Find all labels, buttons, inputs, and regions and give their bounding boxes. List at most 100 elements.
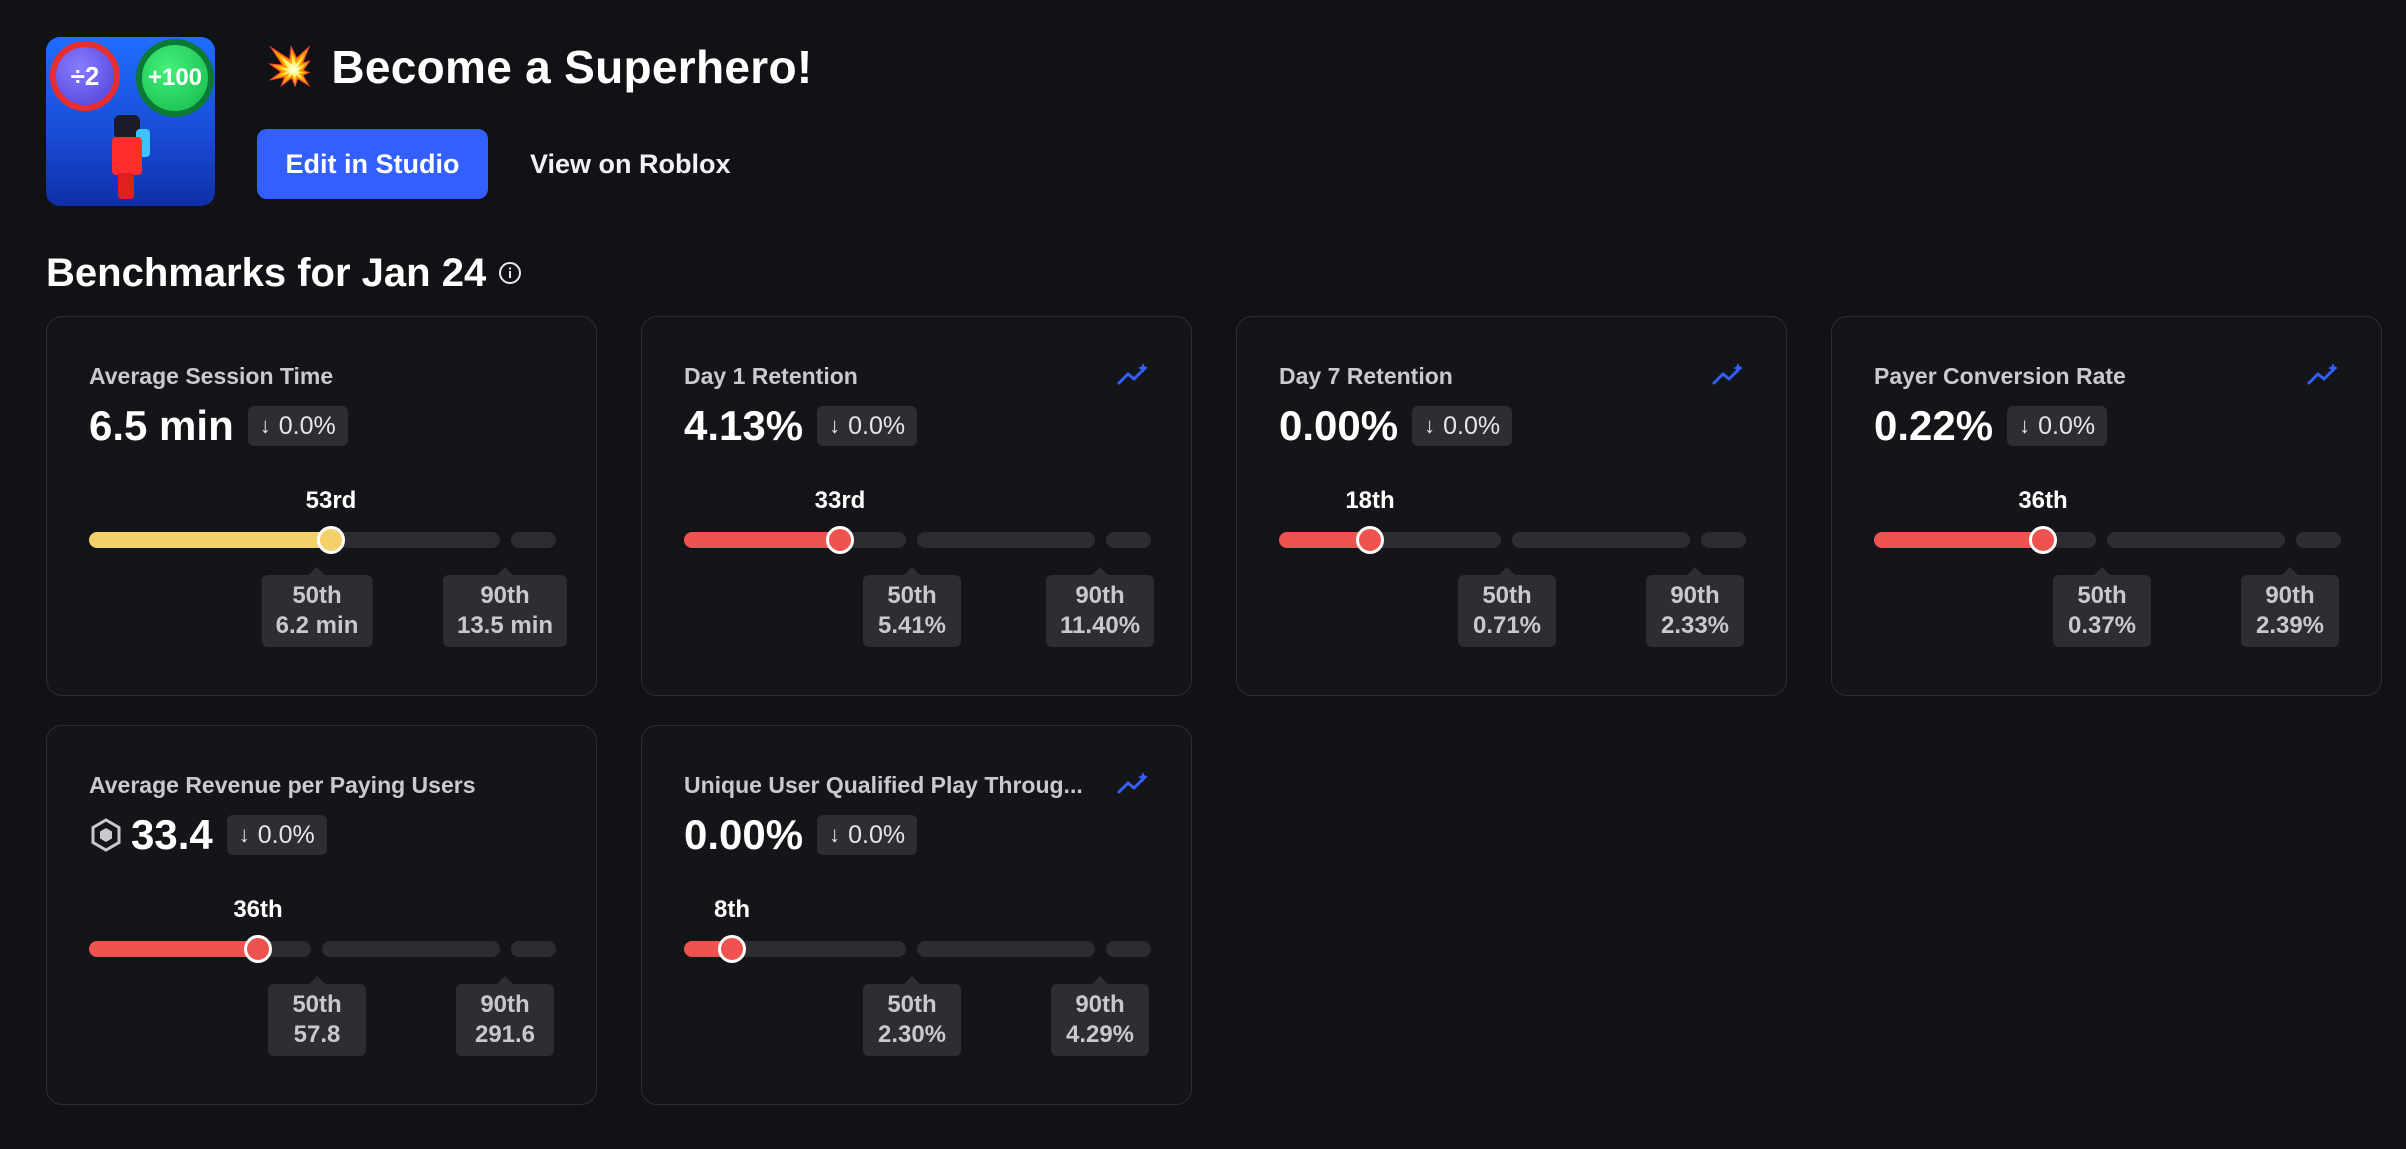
view-on-roblox-link[interactable]: View on Roblox	[530, 148, 731, 179]
p90-benchmark: 90th 4.29%	[1051, 976, 1149, 1056]
delta-value: 0.0%	[848, 820, 906, 849]
section-title: Benchmarks for Jan 24	[46, 250, 487, 295]
game-thumbnail[interactable]: ÷2 +100	[46, 37, 215, 206]
metric-card[interactable]: Payer Conversion Rate 0.22% ↓ 0.0% 36th 50th 0…	[1831, 316, 2382, 696]
p50-benchmark: 50th 6.2 min	[261, 567, 373, 647]
track-fill	[1874, 532, 2043, 548]
percentile-marker[interactable]	[317, 526, 345, 554]
delta-badge: ↓ 0.0%	[226, 815, 327, 855]
percentile-marker[interactable]	[1356, 526, 1384, 554]
percentile-label: 8th	[714, 896, 750, 923]
tooltip-pointer	[1092, 976, 1108, 984]
benchmark-box: 90th 13.5 min	[442, 575, 568, 647]
percentile-marker[interactable]	[244, 935, 272, 963]
tooltip-pointer	[497, 976, 513, 984]
delta-value: 0.0%	[1443, 411, 1501, 440]
metric-value-row: 0.00% ↓ 0.0%	[684, 811, 918, 858]
benchmark-box: 50th 0.37%	[2053, 575, 2151, 647]
p90-benchmark: 90th 2.33%	[1646, 567, 1744, 647]
trend-sparkle-icon[interactable]	[1117, 361, 1151, 389]
arrow-down-icon: ↓	[259, 413, 271, 438]
game-title: Become a Superhero!	[331, 41, 813, 93]
track-segment	[2296, 532, 2341, 548]
title-row: 💥 Become a Superhero!	[266, 37, 813, 97]
metric-value-row: 0.00% ↓ 0.0%	[1279, 402, 1513, 449]
percentile-label: 36th	[2018, 487, 2068, 514]
p90-label: 90th	[1075, 582, 1125, 609]
p50-value: 57.8	[293, 1021, 341, 1048]
p50-label: 50th	[1482, 582, 1532, 609]
percentile-marker[interactable]	[718, 935, 746, 963]
collision-emoji-icon: 💥	[266, 46, 314, 88]
percentile-marker[interactable]	[826, 526, 854, 554]
tooltip-pointer	[496, 567, 513, 575]
tooltip-pointer	[2094, 567, 2110, 575]
percentile-label: 18th	[1345, 487, 1395, 514]
p50-value: 0.71%	[1472, 612, 1542, 639]
percentile-track: 36th 50th 57.8 90th 291.6	[89, 896, 556, 1056]
metric-value: 6.5 min	[89, 402, 234, 449]
p90-benchmark: 90th 291.6	[456, 976, 554, 1056]
track-segment	[2107, 532, 2285, 548]
metric-card[interactable]: Day 1 Retention 4.13% ↓ 0.0% 33rd 50th 5.41% 90…	[641, 316, 1192, 696]
metric-card[interactable]: Average Session Time 6.5 min ↓ 0.0% 53rd 50th…	[46, 316, 597, 696]
info-icon[interactable]	[498, 261, 522, 285]
experience-header: ÷2 +100 💥 Become a Superhero! Edit in St…	[46, 37, 1246, 207]
percentile-label: 36th	[233, 896, 283, 923]
metric-label: Average Revenue per Paying Users	[89, 772, 476, 798]
metric-card[interactable]: Average Revenue per Paying Users 33.4 ↓ 0.0…	[46, 725, 597, 1105]
tooltip-pointer	[1499, 567, 1515, 575]
tooltip-pointer	[904, 567, 920, 575]
p90-value: 13.5 min	[456, 612, 554, 639]
thumbnail-badge-divide: ÷2	[50, 41, 120, 111]
metric-value: 0.00%	[684, 811, 804, 858]
p90-benchmark: 90th 11.40%	[1045, 567, 1155, 647]
delta-value: 0.0%	[278, 411, 336, 440]
thumbnail-hero-figure	[108, 115, 150, 199]
track-segment	[511, 532, 556, 548]
edit-in-studio-button[interactable]: Edit in Studio	[257, 129, 488, 199]
percentile-label: 33rd	[814, 487, 866, 514]
p90-label: 90th	[1075, 991, 1125, 1018]
arrow-down-icon: ↓	[238, 822, 250, 847]
track-segment	[917, 532, 1095, 548]
metric-value-row: 6.5 min ↓ 0.0%	[89, 402, 348, 449]
p90-label: 90th	[480, 991, 530, 1018]
metric-card[interactable]: Day 7 Retention 0.00% ↓ 0.0% 18th 50th 0.71% 90…	[1236, 316, 1787, 696]
trend-sparkle-icon[interactable]	[1712, 361, 1746, 389]
p50-label: 50th	[887, 991, 937, 1018]
track-segment	[1512, 532, 1690, 548]
p50-label: 50th	[292, 582, 342, 609]
tooltip-pointer	[308, 567, 325, 575]
track-fill	[684, 532, 840, 548]
trend-sparkle-icon[interactable]	[1117, 770, 1151, 798]
percentile-track: 33rd 50th 5.41% 90th 11.40%	[684, 487, 1155, 647]
delta-badge: ↓ 0.0%	[247, 406, 348, 446]
p90-value: 4.29%	[1065, 1021, 1135, 1048]
delta-badge: ↓ 0.0%	[817, 406, 918, 446]
p90-value: 2.33%	[1660, 612, 1730, 639]
p50-label: 50th	[2077, 582, 2127, 609]
benchmark-box: 90th 2.33%	[1646, 575, 1744, 647]
arrow-down-icon: ↓	[829, 413, 841, 438]
percentile-track: 53rd 50th 6.2 min 90th 13.5 min	[89, 487, 568, 647]
trend-sparkle-icon[interactable]	[2307, 361, 2341, 389]
metric-label: Average Session Time	[89, 363, 334, 389]
metric-card[interactable]: Unique User Qualified Play Throug... 0.00…	[641, 725, 1192, 1105]
p90-value: 291.6	[474, 1021, 536, 1048]
p50-value: 2.30%	[877, 1021, 947, 1048]
benchmark-box: 90th 11.40%	[1045, 575, 1155, 647]
p50-label: 50th	[292, 991, 342, 1018]
p50-benchmark: 50th 0.71%	[1458, 567, 1556, 647]
benchmarks-heading: Benchmarks for Jan 24	[46, 248, 522, 298]
benchmark-box: 90th 2.39%	[2241, 575, 2339, 647]
tooltip-pointer	[309, 976, 325, 984]
benchmark-box: 90th 291.6	[456, 984, 554, 1056]
metric-value: 33.4	[131, 811, 213, 858]
benchmark-box: 50th 57.8	[268, 984, 366, 1056]
p50-value: 5.41%	[877, 612, 947, 639]
percentile-marker[interactable]	[2029, 526, 2057, 554]
track-segment	[1701, 532, 1746, 548]
tooltip-pointer	[1091, 567, 1108, 575]
delta-badge: ↓ 0.0%	[2007, 406, 2108, 446]
